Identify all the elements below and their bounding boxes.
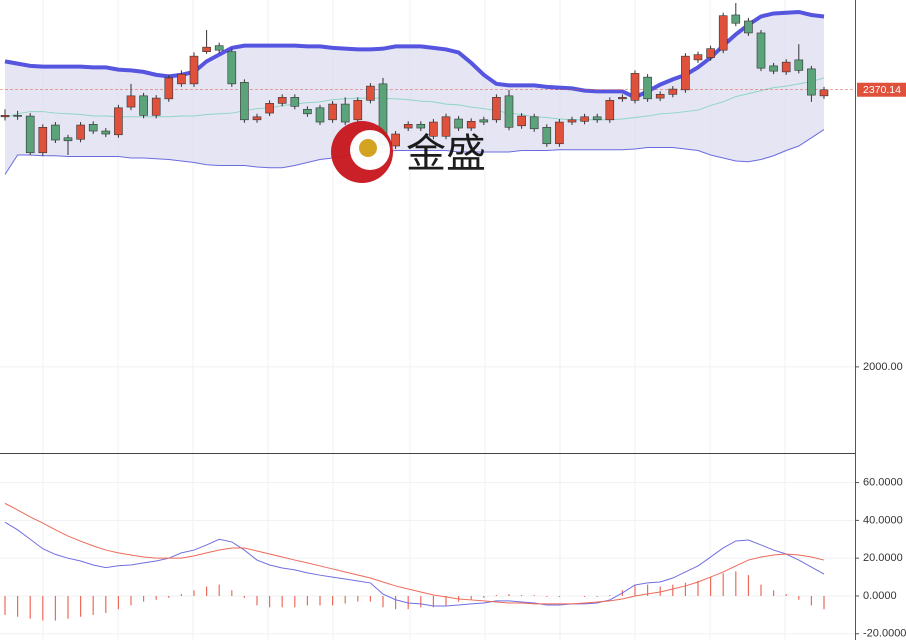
candle-body	[681, 55, 690, 91]
candle-body	[63, 137, 73, 142]
macd-line	[4, 502, 825, 605]
candle-body	[517, 115, 526, 127]
candle-body	[555, 121, 564, 145]
candle-body	[781, 61, 791, 73]
band-fill	[5, 11, 824, 175]
candle-body	[151, 97, 161, 116]
macd-line	[4, 521, 825, 607]
candle-body	[214, 45, 224, 51]
candle-body	[693, 54, 703, 61]
candle-body	[668, 88, 678, 95]
candle-body	[756, 32, 766, 69]
y-tick-label: 2000.00	[863, 361, 903, 373]
candle-body	[529, 116, 539, 130]
candle-body	[202, 46, 211, 52]
candle-body	[416, 123, 426, 129]
price-label: 2370.14	[863, 84, 901, 96]
candle-body	[189, 55, 199, 85]
watermark: 金盛	[331, 121, 486, 183]
candle-body	[114, 107, 123, 136]
candle-body	[794, 59, 804, 71]
candle-body	[744, 20, 753, 34]
candle-body	[655, 94, 665, 99]
candle-body	[706, 48, 715, 58]
candle-body	[479, 119, 489, 123]
candle-body	[328, 103, 337, 121]
candle-body	[340, 103, 350, 123]
candle-body	[38, 126, 48, 154]
candle-body	[303, 109, 312, 115]
candle-body	[88, 123, 98, 132]
candle-body	[76, 124, 85, 140]
y-tick-label: 60.0000	[863, 476, 903, 488]
band-line	[4, 77, 825, 121]
price-label-box	[857, 82, 906, 97]
candle-body	[126, 95, 136, 108]
candle-body	[441, 116, 451, 137]
candle-body	[315, 107, 325, 123]
logo	[359, 139, 377, 157]
candle-body	[592, 116, 602, 121]
candle-body	[0, 115, 10, 118]
candle-body	[567, 119, 577, 123]
candle-body	[605, 100, 615, 121]
candle-body	[731, 14, 741, 24]
candle-body	[466, 120, 476, 129]
candle-body	[353, 100, 363, 121]
candle-body	[391, 133, 400, 147]
y-tick-label: -20.0000	[863, 628, 906, 640]
candle-body	[769, 65, 778, 72]
candle-body	[277, 97, 287, 104]
candle-body	[101, 130, 111, 135]
candle-body	[13, 115, 22, 117]
y-tick-label: 20.0000	[863, 552, 903, 564]
candle-body	[51, 124, 60, 141]
candle-body	[429, 121, 438, 137]
candle-body	[290, 97, 300, 107]
candle-body	[227, 51, 237, 85]
candle-body	[542, 126, 552, 145]
candle-body	[504, 95, 514, 128]
candle-body	[252, 116, 262, 121]
candle-body	[25, 115, 35, 154]
band-line	[4, 129, 825, 175]
candle-body	[265, 103, 274, 114]
candle-body	[177, 73, 186, 85]
candle-body	[819, 89, 829, 97]
candle-body	[580, 116, 589, 122]
candle-body	[164, 77, 174, 100]
candle-body	[492, 97, 501, 121]
candle-body	[139, 95, 148, 116]
candle-body	[630, 73, 640, 101]
candle-body	[403, 123, 413, 129]
candle-body	[240, 82, 249, 121]
candle-body	[718, 15, 728, 51]
candle-body	[366, 85, 375, 101]
y-tick-label: 40.0000	[863, 514, 903, 526]
candle-body	[454, 118, 463, 129]
candle-body	[643, 76, 652, 100]
candle-body	[807, 68, 816, 96]
y-tick-label: 0.0000	[863, 590, 897, 602]
plot-layer	[0, 2, 855, 635]
watermark-text: 金盛	[406, 131, 486, 177]
candle-body	[618, 97, 627, 100]
